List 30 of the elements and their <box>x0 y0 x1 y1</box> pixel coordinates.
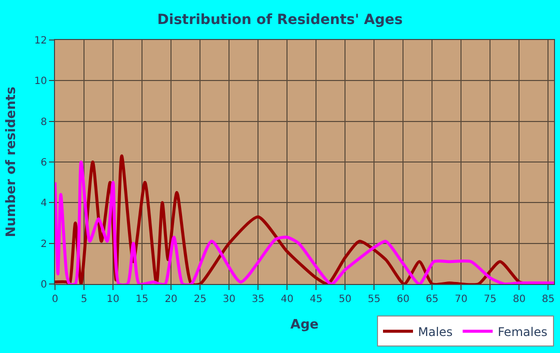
legend-label: Males <box>418 324 453 339</box>
x-tick-label: 70 <box>454 294 468 305</box>
y-tick-label: 10 <box>34 76 47 88</box>
x-tick-label: 60 <box>396 294 410 305</box>
x-tick-label: 40 <box>280 294 294 305</box>
x-tick-label: 55 <box>368 294 380 305</box>
x-tick-label: 50 <box>338 294 352 305</box>
y-tick-label: 8 <box>40 116 47 128</box>
x-tick-label: 75 <box>484 294 497 305</box>
x-tick-label: 30 <box>222 294 236 305</box>
x-tick-label: 10 <box>106 294 120 305</box>
y-tick-label: 6 <box>40 158 47 168</box>
x-tick-label: 15 <box>136 294 148 305</box>
y-tick-label: 2 <box>40 238 47 250</box>
x-tick-label: 25 <box>194 294 206 305</box>
chart-title: Distribution of Residents' Ages <box>157 12 403 28</box>
x-tick-label: 20 <box>164 294 178 305</box>
x-tick-label: 0 <box>52 294 58 305</box>
x-tick-label: 65 <box>426 294 439 305</box>
y-tick-label: 12 <box>34 36 47 46</box>
y-tick-label: 4 <box>40 198 47 210</box>
legend-label: Females <box>498 324 548 339</box>
x-tick-label: 80 <box>512 294 526 305</box>
x-tick-label: 5 <box>80 294 88 305</box>
x-tick-label: 35 <box>252 294 264 305</box>
y-tick-label: 0 <box>40 280 47 290</box>
x-axis-title: Age <box>290 318 319 333</box>
x-tick-label: 85 <box>542 294 555 305</box>
x-tick-label: 45 <box>310 294 322 305</box>
y-axis-title: Number of residents <box>4 86 20 238</box>
